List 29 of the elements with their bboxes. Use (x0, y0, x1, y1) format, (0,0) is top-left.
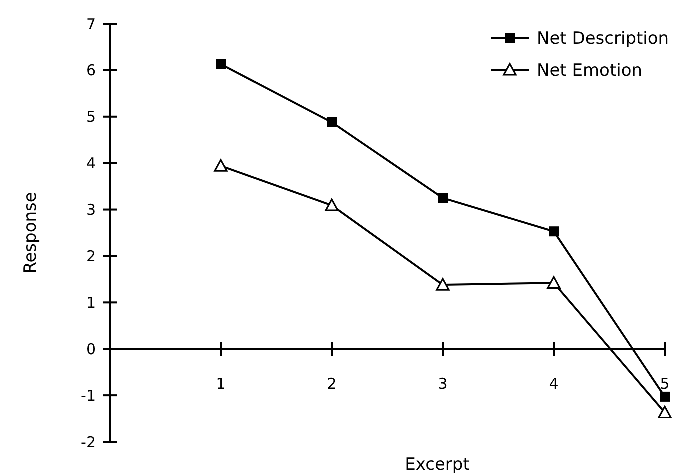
x-tick-label: 5 (660, 375, 670, 394)
y-tick-label: -1 (81, 386, 96, 405)
point (658, 406, 672, 419)
legend-label: Net Emotion (537, 60, 643, 81)
y-tick-label: 0 (86, 340, 96, 358)
y-axis-title: Response (21, 192, 41, 274)
y-tick-label: 5 (86, 108, 96, 126)
x-tick-label: 4 (549, 375, 559, 394)
y-tick-label: -2 (81, 433, 96, 452)
y-tick-label: 1 (86, 294, 96, 312)
x-axis-title: Excerpt (405, 455, 470, 474)
point (325, 198, 339, 212)
x-tick-label: 1 (216, 375, 226, 394)
legend-label: Net Description (537, 28, 670, 49)
point (327, 117, 337, 128)
y-tick-label: 3 (86, 201, 96, 220)
x-tick-label: 2 (327, 375, 337, 394)
point (214, 159, 228, 172)
y-tick-label: 2 (86, 247, 96, 266)
y-tick-label: 7 (86, 15, 96, 34)
x-tick-label: 3 (438, 375, 448, 394)
point (547, 276, 561, 289)
point (436, 278, 450, 291)
point (438, 193, 448, 204)
point (660, 392, 670, 402)
point (549, 226, 559, 237)
point (216, 59, 226, 70)
y-tick-label: 6 (86, 62, 96, 80)
y-tick-label: 4 (86, 154, 96, 173)
